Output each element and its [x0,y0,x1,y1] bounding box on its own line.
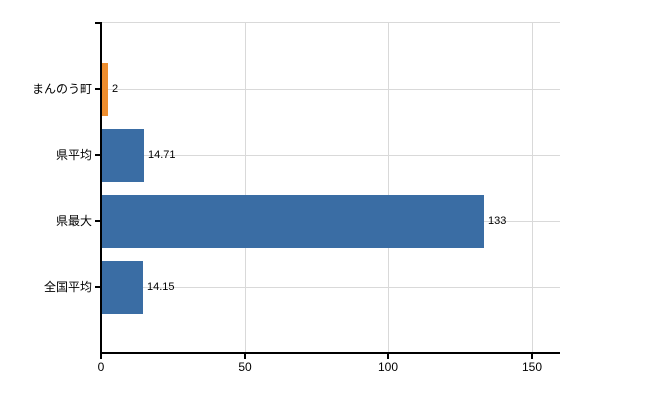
y-axis-top-tick [95,22,101,24]
y-axis-tick [95,154,101,156]
category-gridline [101,89,560,90]
x-axis-tick [387,354,389,359]
x-gridline-150 [532,22,533,352]
bar-value-label: 14.71 [148,149,176,161]
bar-value-label: 14.15 [147,281,175,293]
bar-まんのう町 [102,63,108,116]
category-label-まんのう町: まんのう町 [31,82,92,96]
category-label-県最大: 県最大 [55,214,92,228]
y-axis-tick [95,286,101,288]
y-axis-tick [95,88,101,90]
bar-value-label: 133 [488,215,507,227]
y-axis-tick [95,220,101,222]
y-axis-line [100,22,102,352]
x-gridline-100 [388,22,389,352]
bar-県最大 [102,195,484,248]
x-tick-label-150: 150 [521,360,543,374]
x-tick-label-50: 50 [238,360,252,374]
x-axis-tick [100,354,102,359]
x-tick-label-100: 100 [377,360,399,374]
category-label-県平均: 県平均 [55,148,92,162]
bar-value-label: 2 [112,83,119,95]
x-gridline-50 [245,22,246,352]
bar-県平均 [102,129,144,182]
category-gridline [101,287,560,288]
x-tick-label-0: 0 [97,360,105,374]
x-axis-line [100,352,560,354]
bar-全国平均 [102,261,143,314]
x-axis-tick [244,354,246,359]
category-gridline [101,155,560,156]
x-axis-tick [531,354,533,359]
category-label-全国平均: 全国平均 [43,280,92,294]
plot-top-border [101,22,560,23]
